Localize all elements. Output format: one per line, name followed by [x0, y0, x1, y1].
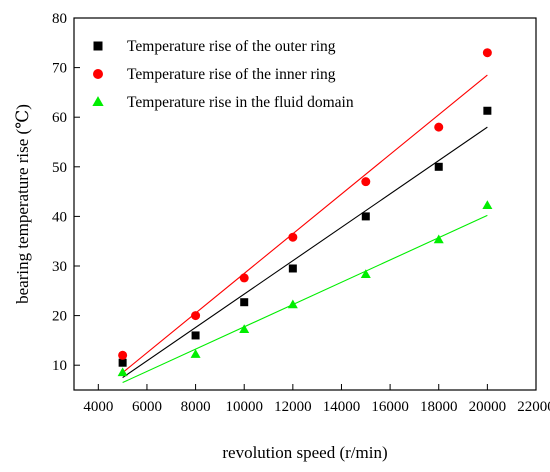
y-tick-label: 50 — [52, 160, 67, 176]
data-point-series-2 — [288, 232, 298, 242]
data-point-series-1 — [434, 162, 443, 171]
data-points — [117, 48, 493, 377]
axis-ticks: 4000 6000 8000 10000 12000 14000 16000 18000 200… — [52, 11, 550, 415]
data-point-series-1 — [288, 264, 297, 273]
legend-label-series-1: Temperature rise of the outer ring — [127, 38, 336, 55]
x-tick-label: 8000 — [181, 399, 211, 415]
data-point-series-3 — [287, 299, 298, 309]
y-tick-label: 10 — [52, 358, 67, 374]
data-point-series-1 — [240, 298, 249, 307]
legend-marker-series-3 — [92, 96, 104, 106]
x-tick-label: 16000 — [371, 399, 409, 415]
data-point-series-2 — [482, 48, 492, 58]
x-tick-label: 14000 — [323, 399, 361, 415]
data-point-series-2 — [118, 350, 128, 360]
x-tick-label: 22000 — [517, 399, 550, 415]
fit-lines — [122, 74, 488, 384]
data-point-series-2 — [191, 311, 201, 321]
data-point-series-1 — [361, 212, 370, 221]
x-axis-title: revolution speed (r/min) — [222, 443, 387, 462]
y-tick-label: 30 — [52, 259, 67, 275]
data-point-series-3 — [433, 234, 444, 244]
data-point-series-3 — [482, 200, 493, 210]
y-tick-label: 20 — [52, 309, 67, 325]
x-tick-label: 10000 — [225, 399, 263, 415]
y-tick-label: 40 — [52, 209, 67, 225]
y-tick-label: 60 — [52, 110, 67, 126]
y-tick-label: 80 — [52, 11, 67, 27]
x-tick-label: 18000 — [420, 399, 458, 415]
y-axis-title: bearing temperature rise (℃) — [13, 104, 32, 304]
plot-frame — [73, 17, 537, 391]
legend-marker-series-1 — [93, 41, 103, 51]
legend-label-series-2: Temperature rise of the inner ring — [127, 66, 336, 83]
y-tick-label: 70 — [52, 61, 67, 77]
legend: Temperature rise of the outer ring Temper… — [92, 38, 354, 111]
fit-line-series-1 — [122, 126, 488, 379]
x-tick-label: 6000 — [132, 399, 162, 415]
data-point-series-3 — [360, 269, 371, 278]
data-point-series-3 — [239, 324, 250, 334]
data-point-series-2 — [239, 273, 249, 283]
data-point-series-1 — [483, 106, 492, 115]
legend-label-series-3: Temperature rise in the fluid domain — [127, 94, 354, 111]
data-point-series-2 — [361, 177, 371, 187]
data-point-series-2 — [434, 122, 444, 132]
data-point-series-3 — [190, 349, 201, 358]
fit-line-series-2 — [122, 74, 488, 374]
x-tick-label: 20000 — [469, 399, 507, 415]
x-tick-label: 12000 — [274, 399, 312, 415]
data-point-series-1 — [118, 358, 127, 367]
data-point-series-3 — [117, 367, 128, 377]
fit-line-series-3 — [122, 214, 488, 384]
x-tick-label: 4000 — [83, 399, 113, 415]
data-point-series-1 — [191, 331, 200, 340]
legend-marker-series-2 — [93, 69, 103, 79]
